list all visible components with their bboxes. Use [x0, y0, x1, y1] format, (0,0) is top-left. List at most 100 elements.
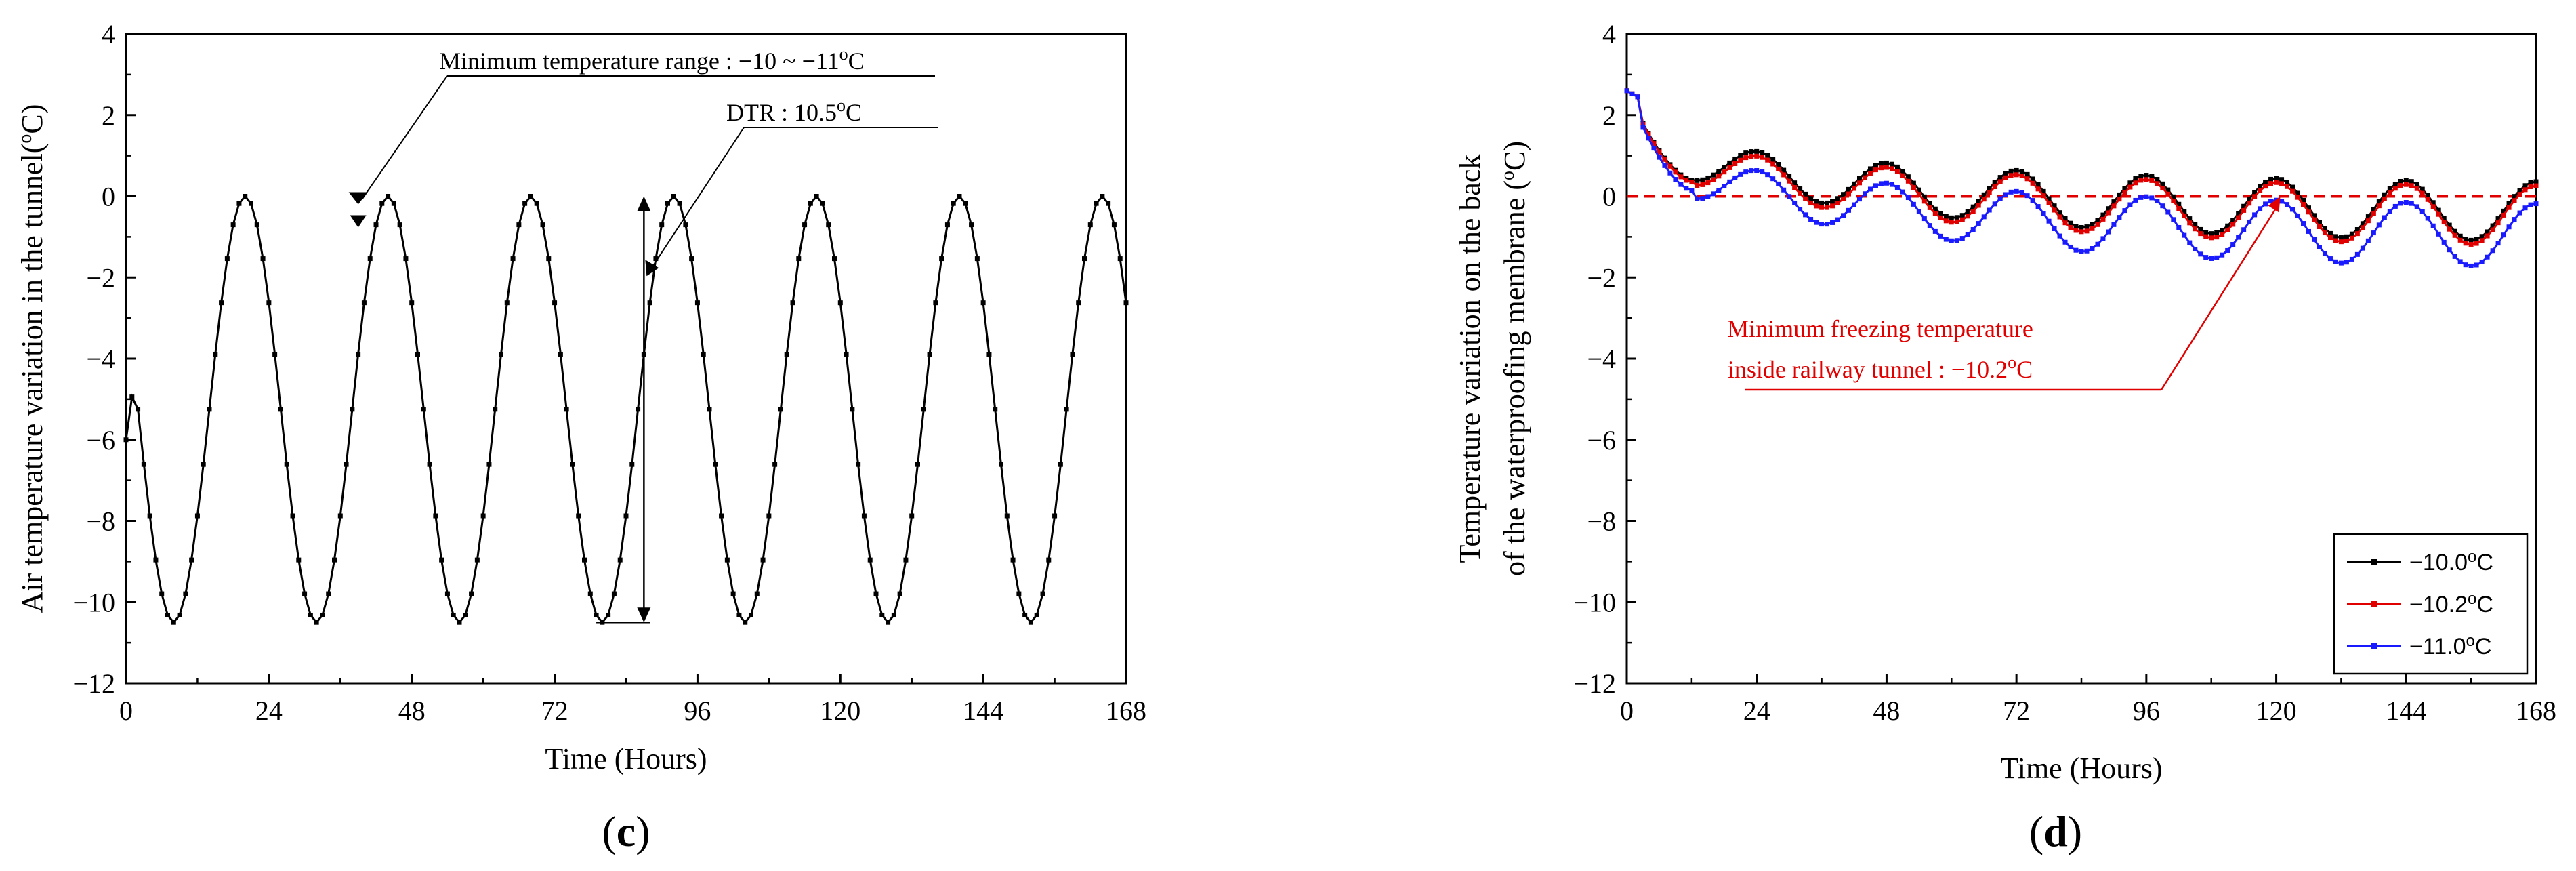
annotation-leader-min-freezing	[2160, 205, 2279, 390]
data-point-d-0	[2030, 176, 2035, 182]
data-point-d-2	[2425, 216, 2430, 221]
data-point-d-0	[1905, 174, 1911, 180]
data-point-d-0	[2474, 237, 2479, 242]
data-point-c	[1004, 513, 1010, 519]
data-point-c	[136, 407, 141, 412]
data-point-d-2	[2030, 198, 2035, 203]
data-point-c	[444, 591, 450, 596]
data-point-d-2	[1624, 88, 1629, 94]
data-point-d-0	[2138, 174, 2144, 179]
data-point-d-2	[1722, 184, 1727, 189]
data-point-c	[474, 557, 480, 563]
data-point-c	[772, 462, 778, 467]
data-point-c	[1022, 612, 1028, 617]
data-point-d-2	[1765, 172, 1770, 178]
data-point-c	[499, 351, 503, 357]
data-point-d-2	[2160, 203, 2165, 209]
data-point-d-1	[2354, 231, 2360, 237]
data-point-c	[552, 300, 558, 306]
data-point-d-0	[1732, 156, 1738, 161]
data-point-c	[486, 462, 492, 467]
data-point-d-1	[2311, 217, 2317, 222]
data-point-c	[397, 222, 402, 228]
data-point-c	[1028, 620, 1033, 625]
data-point-c	[230, 222, 236, 228]
data-point-d-0	[2533, 179, 2539, 184]
data-point-d-0	[1852, 181, 1856, 186]
x-tick-label-c: 0	[119, 695, 133, 726]
data-point-d-1	[2306, 209, 2311, 215]
data-point-d-0	[1808, 196, 1814, 201]
data-point-d-0	[1981, 192, 1987, 197]
data-point-d-1	[2430, 204, 2436, 209]
data-point-d-0	[1987, 186, 1992, 191]
data-point-d-1	[2046, 200, 2052, 205]
data-point-d-0	[2263, 179, 2268, 184]
data-point-d-0	[1894, 164, 1900, 169]
data-point-c	[332, 557, 337, 563]
data-point-c	[1016, 591, 1022, 596]
data-point-c	[463, 612, 468, 617]
data-point-d-1	[2090, 226, 2095, 231]
data-point-d-1	[2317, 224, 2322, 229]
data-point-c	[516, 222, 522, 228]
data-point-d-1	[2274, 180, 2279, 185]
data-point-d-2	[2474, 262, 2479, 268]
data-point-d-1	[1678, 174, 1684, 180]
data-point-c	[504, 300, 510, 306]
annotation-arrow-min-range-lower	[350, 215, 367, 228]
data-point-c	[260, 256, 266, 262]
data-point-d-0	[2095, 218, 2100, 223]
data-point-d-0	[2019, 169, 2024, 174]
data-point-d-0	[2463, 237, 2468, 242]
data-point-d-2	[1716, 188, 1722, 193]
data-point-c	[558, 351, 563, 357]
data-point-d-2	[2365, 238, 2371, 243]
data-point-d-2	[1819, 222, 1825, 227]
data-point-d-2	[1987, 207, 1992, 213]
data-point-d-2	[1814, 220, 1819, 225]
data-point-d-1	[2490, 227, 2495, 232]
data-point-c	[867, 557, 873, 563]
data-point-c	[832, 256, 837, 262]
data-point-d-0	[2117, 192, 2122, 197]
dtr-arrow-top	[637, 196, 651, 211]
data-point-d-2	[1997, 196, 2003, 201]
data-point-d-2	[1830, 220, 1835, 225]
data-point-d-1	[2149, 178, 2155, 183]
data-point-d-0	[1916, 187, 1921, 193]
data-point-d-1	[1776, 166, 1781, 171]
data-point-d-2	[2430, 223, 2436, 228]
data-point-c	[1070, 351, 1075, 357]
data-point-d-2	[2241, 227, 2247, 232]
data-point-d-2	[2176, 224, 2182, 230]
data-point-d-1	[2165, 191, 2171, 197]
data-point-d-1	[1781, 172, 1787, 178]
data-point-d-0	[2003, 171, 2008, 176]
data-point-d-1	[1889, 166, 1894, 171]
data-point-c	[778, 407, 783, 412]
data-point-d-1	[2160, 186, 2165, 191]
dtr-arrow-bottom	[637, 607, 651, 623]
data-point-d-1	[2068, 225, 2073, 230]
annotation-arrow-dtr	[645, 260, 659, 277]
data-point-d-0	[2084, 224, 2090, 230]
data-point-d-1	[1646, 131, 1651, 137]
data-point-d-0	[2111, 199, 2117, 205]
data-point-c	[284, 462, 289, 467]
legend-marker-1	[2371, 601, 2377, 607]
data-point-d-0	[1938, 211, 1943, 216]
data-point-d-2	[1981, 214, 1987, 220]
data-point-d-1	[2392, 186, 2398, 191]
data-point-d-2	[2371, 230, 2376, 236]
data-point-d-2	[2512, 217, 2517, 222]
x-tick-label-d: 72	[2003, 695, 2030, 726]
data-point-c	[201, 462, 206, 467]
data-point-d-1	[2436, 211, 2441, 217]
data-point-d-0	[2517, 188, 2522, 193]
data-point-d-1	[1938, 215, 1943, 220]
data-point-d-0	[1867, 166, 1873, 171]
data-point-d-1	[2327, 235, 2333, 241]
data-point-d-2	[2311, 237, 2317, 242]
data-point-d-2	[2165, 209, 2171, 215]
